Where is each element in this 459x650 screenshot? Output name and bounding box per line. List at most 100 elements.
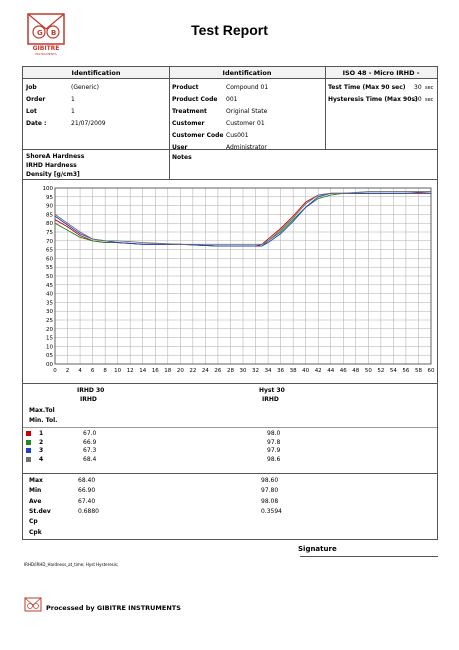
irhd30-header: IRHD 30 [77, 387, 105, 394]
gibitre-logo: G B GIBITRE INSTRUMENTS [27, 13, 65, 56]
id-left-value: 1 [71, 96, 75, 103]
signature-line [300, 556, 438, 557]
y-tick-label: 60 [46, 256, 53, 262]
stat-label: St.dev [29, 507, 51, 515]
series-color-swatch [26, 448, 31, 453]
id-left-value: 1 [71, 108, 75, 115]
max-tol-label: Max.Tol [29, 407, 55, 414]
id-mid-label: Product [172, 84, 199, 91]
x-tick-label: 10 [114, 368, 121, 374]
row-hyst-value: 97.8 [267, 438, 281, 446]
param-label: Hysteresis Time (Max 90s) [328, 96, 418, 103]
stat-label: Min [29, 487, 42, 495]
y-tick-label: 45 [46, 283, 53, 289]
series-color-swatch [26, 431, 31, 436]
y-tick-label: 75 [46, 230, 53, 236]
stat-label: Max [29, 477, 43, 484]
footer-text: Processed by GIBITRE INSTRUMENTS [46, 604, 181, 612]
y-tick-label: 70 [46, 239, 53, 245]
x-tick-label: 12 [127, 368, 134, 374]
stat-hyst-value: 97.80 [261, 487, 279, 495]
row-irhd-value: 68.4 [83, 455, 97, 463]
x-tick-label: 38 [290, 368, 297, 374]
y-tick-label: 40 [46, 292, 53, 298]
row-hyst-value: 98.6 [267, 455, 281, 463]
x-tick-label: 14 [139, 368, 146, 374]
signature-label: Signature [298, 545, 337, 553]
id-left-label: Date : [26, 120, 47, 127]
y-tick-label: 55 [46, 265, 53, 271]
x-tick-label: 52 [377, 368, 384, 374]
y-tick-label: 85 [46, 212, 53, 218]
id-mid-value: Customer 01 [226, 120, 265, 127]
plot-border [54, 187, 432, 365]
id-mid-label: Customer Code [172, 132, 224, 139]
x-tick-label: 50 [365, 368, 372, 374]
header-identification-2: Identification [169, 67, 325, 79]
param-label: Test Time (Max 90 sec) [328, 84, 406, 91]
x-tick-label: 48 [352, 368, 359, 374]
stat-irhd-value: 68.40 [78, 477, 96, 484]
stat-irhd-value: 67.40 [78, 497, 96, 505]
x-tick-label: 18 [164, 368, 171, 374]
divider [23, 149, 437, 150]
stat-label: Cp [29, 518, 38, 526]
row-irhd-value: 67.3 [83, 447, 97, 454]
x-tick-label: 46 [340, 368, 347, 374]
notes-label: Notes [172, 154, 192, 161]
y-tick-label: 05 [46, 353, 53, 359]
y-tick-label: 90 [46, 204, 53, 210]
id-left-value: 21/07/2009 [71, 120, 106, 127]
y-tick-label: 95 [46, 195, 53, 201]
id-mid-label: Customer [172, 120, 205, 127]
svg-text:GIBITRE: GIBITRE [33, 45, 60, 52]
y-tick-label: 30 [46, 309, 53, 315]
id-mid-label: User [172, 144, 188, 151]
x-tick-label: 16 [152, 368, 159, 374]
x-tick-label: 40 [302, 368, 309, 374]
stat-hyst-value: 98.08 [261, 497, 279, 505]
x-tick-label: 56 [402, 368, 409, 374]
param-value: 30 [414, 96, 422, 103]
y-tick-label: 65 [46, 248, 53, 254]
x-tick-label: 36 [277, 368, 284, 374]
x-tick-label: 30 [240, 368, 247, 374]
y-tick-label: 25 [46, 318, 53, 324]
header-iso48: ISO 48 - Micro IRHD - [325, 67, 437, 79]
report-frame: Identification Identification ISO 48 - M… [22, 66, 438, 540]
stat-irhd-value: 0.6880 [78, 507, 99, 515]
row-hyst-value: 97.9 [267, 447, 281, 454]
report-title: Test Report [191, 22, 268, 38]
divider [23, 473, 437, 474]
y-tick-label: 10 [46, 344, 53, 350]
id-left-value: (Generic) [71, 84, 99, 91]
id-left-label: Order [26, 96, 46, 103]
id-mid-value: Original State [226, 108, 268, 115]
id-mid-value: Cus001 [226, 132, 249, 139]
x-tick-label: 60 [428, 368, 435, 374]
id-left-label: Lot [26, 108, 37, 115]
divider [23, 427, 437, 428]
y-tick-label: 00 [46, 362, 53, 368]
divider [23, 179, 437, 180]
row-hyst-value: 98.0 [267, 430, 281, 437]
hyst30-header: Hyst 30 [259, 387, 285, 394]
x-tick-label: 0 [53, 368, 57, 374]
stat-hyst-value: 0.3594 [261, 507, 282, 515]
row-irhd-value: 66.9 [83, 438, 97, 446]
irhd-label: IRHD Hardness [26, 162, 77, 169]
id-left-label: Job [26, 84, 37, 91]
divider [325, 67, 326, 149]
density-label: Density [g/cm3] [26, 171, 80, 178]
series-line-4 [54, 191, 431, 245]
x-tick-label: 28 [227, 368, 234, 374]
x-tick-label: 8 [103, 368, 107, 374]
id-mid-label: Product Code [172, 96, 218, 103]
row-number: 2 [39, 438, 44, 446]
param-unit: sec [425, 84, 434, 91]
x-tick-label: 58 [415, 368, 422, 374]
stat-label: Cpk [29, 528, 42, 536]
divider [169, 149, 170, 179]
x-tick-label: 20 [177, 368, 184, 374]
x-tick-label: 2 [66, 368, 70, 374]
